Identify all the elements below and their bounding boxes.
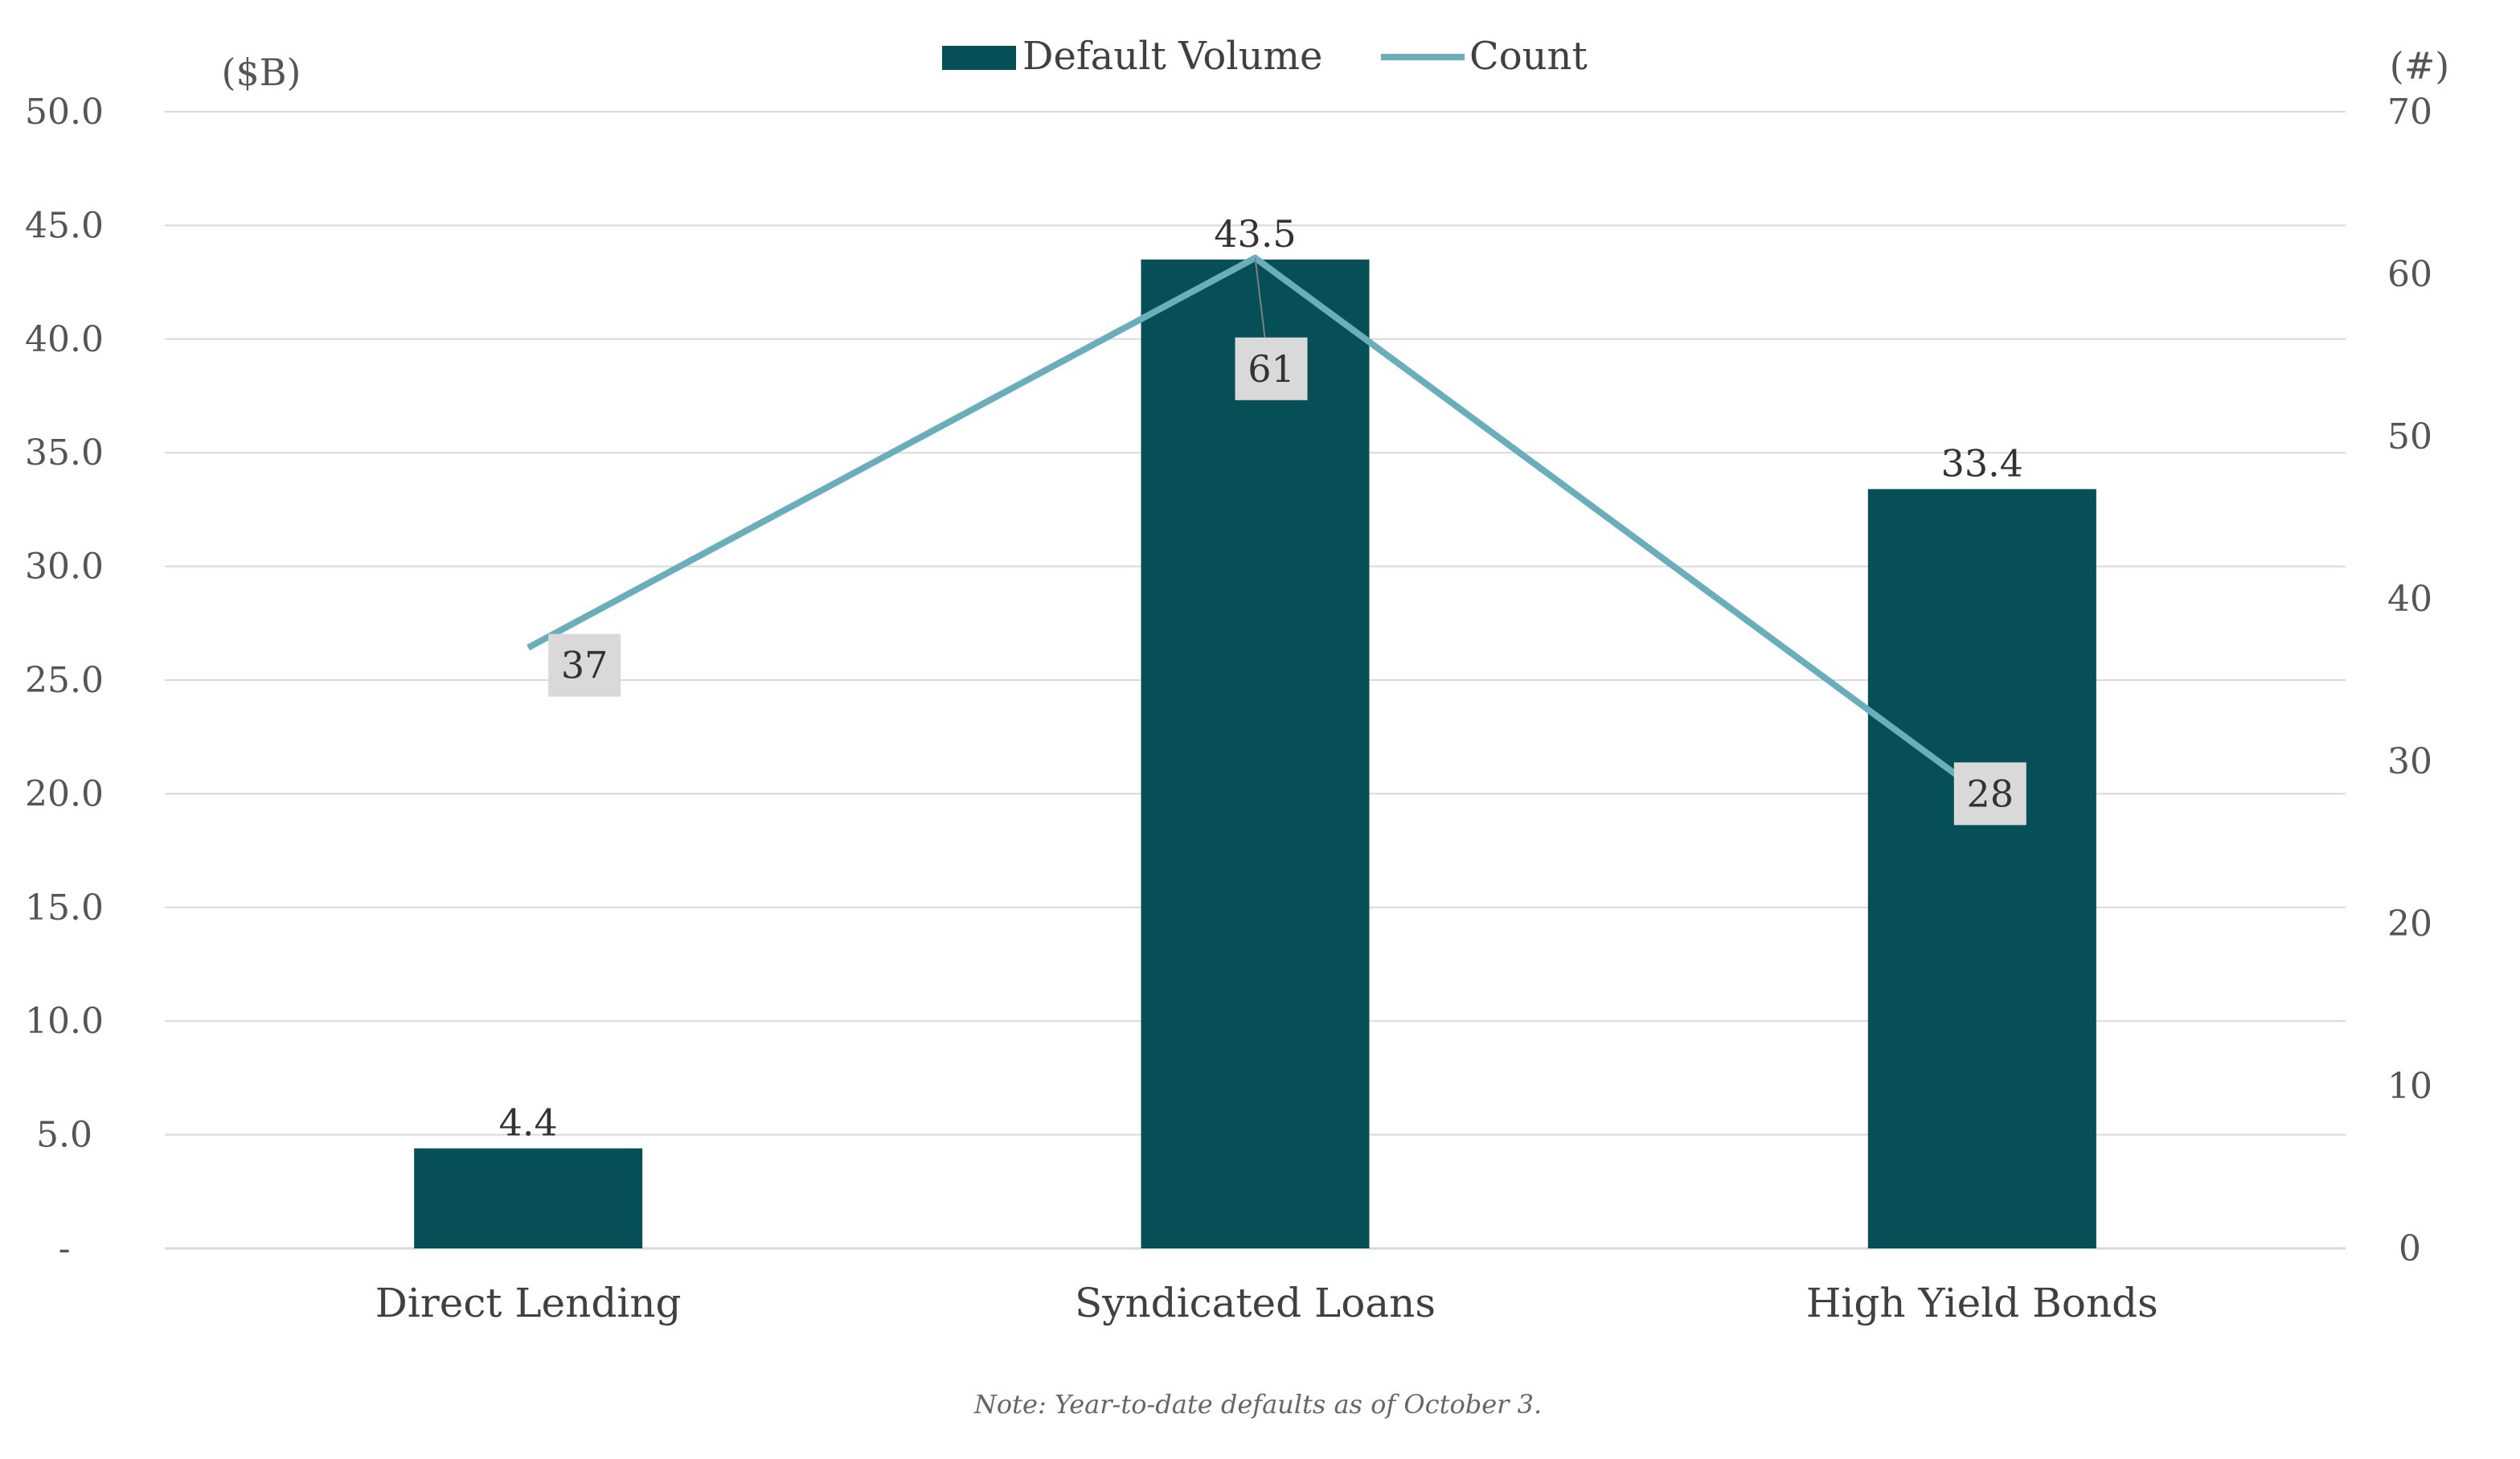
left-tick-label: 50.0 bbox=[25, 92, 104, 133]
bar-direct-lending bbox=[414, 1148, 643, 1248]
count-label-leader bbox=[1254, 257, 1266, 338]
left-tick-label: 45.0 bbox=[25, 205, 104, 246]
right-tick-label: 10 bbox=[2387, 1066, 2432, 1107]
bar-value-label: 4.4 bbox=[499, 1101, 558, 1145]
count-label-text: 28 bbox=[1967, 772, 2014, 815]
bar-value-label: 43.5 bbox=[1214, 212, 1296, 256]
count-value-label: 37 bbox=[548, 633, 621, 697]
right-tick-label: 50 bbox=[2387, 416, 2432, 457]
left-axis-unit: ($B) bbox=[222, 51, 301, 94]
count-label-box bbox=[1953, 762, 2026, 826]
count-point-direct-lending bbox=[527, 647, 529, 649]
right-axis: (#) 0 10 20 30 40 50 60 70 bbox=[2387, 44, 2449, 1269]
legend: Default Volume Count bbox=[942, 34, 1588, 79]
left-tick-label: - bbox=[59, 1228, 71, 1269]
bar-value-label: 33.4 bbox=[1941, 441, 2023, 485]
left-tick-label: 20.0 bbox=[25, 773, 104, 814]
chart-note: Note: Year-to-date defaults as of Octobe… bbox=[973, 1389, 1542, 1420]
left-tick-label: 10.0 bbox=[25, 1001, 104, 1042]
bar-series bbox=[414, 259, 2096, 1248]
left-axis: ($B) - 5.0 10.0 15.0 20.0 25.0 30.0 35.0 40.0 45.… bbox=[25, 51, 301, 1269]
right-tick-label: 20 bbox=[2387, 904, 2432, 945]
left-tick-label: 5.0 bbox=[36, 1115, 92, 1156]
category-axis: Direct Lending Syndicated Loans High Yield… bbox=[375, 1280, 2158, 1326]
bar-syndicated-loans bbox=[1141, 259, 1370, 1248]
left-tick-label: 35.0 bbox=[25, 432, 104, 473]
right-tick-label: 70 bbox=[2387, 92, 2432, 133]
count-value-label: 28 bbox=[1953, 762, 2026, 826]
right-tick-label: 0 bbox=[2399, 1228, 2421, 1269]
right-tick-label: 40 bbox=[2387, 579, 2432, 620]
data-labels: 4.4 43.5 33.4 37 61 28 bbox=[499, 212, 2026, 1145]
count-label-text: 37 bbox=[561, 644, 608, 687]
left-tick-label: 40.0 bbox=[25, 319, 104, 360]
right-tick-label: 30 bbox=[2387, 741, 2432, 782]
left-tick-label: 15.0 bbox=[25, 887, 104, 928]
count-value-label: 61 bbox=[1235, 257, 1308, 400]
count-label-text: 61 bbox=[1248, 347, 1295, 391]
legend-label-count: Count bbox=[1469, 34, 1588, 79]
count-label-box bbox=[1235, 337, 1308, 400]
legend-label-default-volume: Default Volume bbox=[1022, 34, 1322, 79]
bar-high-yield-bonds bbox=[1867, 489, 2096, 1248]
left-tick-label: 30.0 bbox=[25, 547, 104, 588]
category-label-syndicated-loans: Syndicated Loans bbox=[1075, 1280, 1436, 1326]
right-tick-label: 60 bbox=[2387, 254, 2432, 295]
legend-swatch-default-volume bbox=[942, 46, 1016, 70]
count-label-box bbox=[548, 633, 621, 697]
category-label-high-yield-bonds: High Yield Bonds bbox=[1806, 1280, 2158, 1326]
category-label-direct-lending: Direct Lending bbox=[375, 1280, 682, 1326]
left-tick-label: 25.0 bbox=[25, 660, 104, 701]
right-axis-unit: (#) bbox=[2390, 44, 2449, 88]
